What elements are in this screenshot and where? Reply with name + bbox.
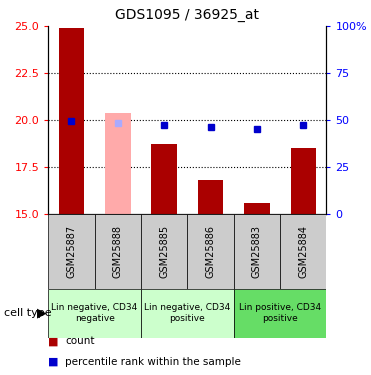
Text: Lin negative, CD34
negative: Lin negative, CD34 negative bbox=[52, 303, 138, 323]
Bar bbox=[234, 214, 280, 289]
Bar bbox=[141, 214, 187, 289]
Text: count: count bbox=[65, 336, 95, 346]
Bar bbox=[187, 214, 234, 289]
Text: ▶: ▶ bbox=[37, 307, 47, 320]
Bar bbox=[48, 289, 141, 338]
Bar bbox=[105, 112, 131, 214]
Title: GDS1095 / 36925_at: GDS1095 / 36925_at bbox=[115, 9, 259, 22]
Bar bbox=[198, 180, 223, 214]
Bar bbox=[234, 289, 326, 338]
Text: GSM25885: GSM25885 bbox=[159, 225, 169, 278]
Bar bbox=[48, 214, 95, 289]
Text: GSM25887: GSM25887 bbox=[66, 225, 76, 278]
Text: GSM25883: GSM25883 bbox=[252, 225, 262, 278]
Text: Lin negative, CD34
positive: Lin negative, CD34 positive bbox=[144, 303, 230, 323]
Bar bbox=[59, 28, 84, 214]
Text: cell type: cell type bbox=[4, 308, 51, 318]
Bar bbox=[280, 214, 326, 289]
Text: GSM25888: GSM25888 bbox=[113, 225, 123, 278]
Bar bbox=[95, 214, 141, 289]
Text: ■: ■ bbox=[48, 357, 59, 367]
Text: GSM25884: GSM25884 bbox=[298, 225, 308, 278]
Bar bbox=[244, 202, 270, 214]
Bar bbox=[141, 289, 234, 338]
Text: ■: ■ bbox=[48, 336, 59, 346]
Bar bbox=[290, 148, 316, 214]
Bar bbox=[151, 144, 177, 214]
Text: Lin positive, CD34
positive: Lin positive, CD34 positive bbox=[239, 303, 321, 323]
Text: GSM25886: GSM25886 bbox=[206, 225, 216, 278]
Text: percentile rank within the sample: percentile rank within the sample bbox=[65, 357, 241, 367]
